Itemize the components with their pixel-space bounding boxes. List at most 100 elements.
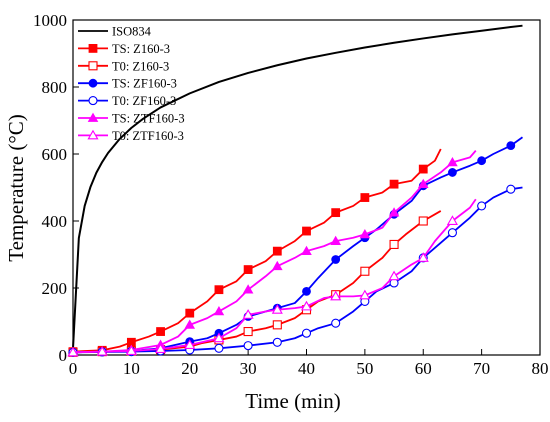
data-point	[272, 320, 282, 330]
data-point	[213, 306, 225, 316]
data-point	[417, 178, 429, 189]
series-line	[72, 136, 524, 354]
data-point	[331, 255, 341, 264]
legend-item: TS: ZTF160-3	[78, 112, 185, 126]
x-axis-title: Time (min)	[245, 389, 340, 413]
x-tick-label: 80	[532, 359, 549, 378]
legend-label: TS: ZTF160-3	[112, 112, 185, 126]
data-point	[447, 228, 457, 238]
data-point	[243, 265, 253, 274]
x-tick-label: 70	[473, 359, 490, 378]
legend-marker	[88, 44, 98, 53]
x-tick-label: 60	[415, 359, 432, 378]
data-point	[477, 156, 487, 166]
legend-label: T0: Z160-3	[112, 59, 169, 73]
data-point	[272, 260, 283, 271]
x-tick-label: 50	[356, 359, 373, 378]
data-point	[477, 201, 487, 211]
legend-item: ISO834	[78, 25, 152, 39]
series-line	[72, 148, 442, 353]
x-tick-label: 10	[123, 359, 140, 378]
data-point	[418, 216, 428, 226]
data-point	[214, 285, 224, 295]
data-point	[214, 343, 224, 353]
data-point	[506, 141, 516, 151]
data-point	[360, 193, 370, 202]
data-point	[506, 184, 516, 194]
y-axis-title: Temperature (°C)	[4, 114, 28, 261]
data-point	[448, 168, 457, 177]
data-point	[185, 308, 195, 318]
data-point	[302, 226, 311, 236]
legend-label: ISO834	[112, 25, 152, 39]
data-point	[301, 328, 312, 338]
data-point	[300, 300, 313, 311]
legend-item: T0: ZF160-3	[78, 94, 176, 108]
legend-item: TS: Z160-3	[78, 42, 170, 56]
data-point	[96, 345, 108, 356]
legend-label: TS: Z160-3	[112, 42, 170, 56]
legend-item: T0: ZTF160-3	[78, 129, 184, 143]
data-point	[271, 304, 283, 314]
series-line	[72, 24, 523, 349]
legend-marker	[88, 61, 98, 71]
data-point	[417, 252, 429, 262]
data-point	[184, 319, 196, 329]
legend-label: T0: ZTF160-3	[112, 129, 184, 143]
data-point	[359, 228, 371, 239]
data-point	[389, 179, 399, 189]
series-group	[67, 24, 524, 357]
data-point	[388, 207, 400, 217]
data-point	[242, 284, 254, 294]
data-point	[125, 345, 137, 355]
x-tick-label: 30	[240, 359, 257, 378]
series-line	[72, 198, 477, 354]
data-point	[331, 208, 341, 218]
legend-marker	[87, 129, 99, 140]
data-point	[389, 239, 399, 249]
data-point	[418, 164, 428, 174]
data-point	[447, 156, 458, 167]
data-point	[155, 343, 167, 353]
legend-item: TS: ZF160-3	[78, 77, 177, 91]
y-tick-label: 0	[59, 346, 68, 365]
data-point	[388, 270, 400, 281]
data-point	[302, 286, 311, 296]
series-line	[72, 186, 523, 354]
legend-marker	[88, 78, 98, 88]
legend-marker	[88, 96, 98, 106]
x-tick-label: 0	[69, 359, 78, 378]
data-point	[243, 341, 253, 351]
legend-label: TS: ZF160-3	[112, 77, 177, 91]
data-point	[67, 346, 79, 357]
data-point	[331, 318, 341, 328]
series-4	[68, 184, 523, 357]
data-point	[243, 326, 253, 337]
data-point	[184, 339, 196, 349]
data-point	[330, 235, 341, 245]
data-point	[272, 246, 282, 256]
series-1	[68, 148, 442, 357]
data-point	[301, 245, 312, 256]
data-point	[242, 309, 254, 319]
y-tick-label: 400	[42, 212, 68, 231]
data-point	[156, 327, 165, 336]
series-0	[72, 24, 523, 349]
y-tick-label: 600	[42, 145, 68, 164]
x-tick-label: 20	[181, 359, 198, 378]
data-point	[213, 332, 225, 343]
legend-marker	[87, 112, 99, 122]
y-tick-label: 1000	[33, 11, 67, 30]
y-tick-label: 800	[42, 78, 68, 97]
data-point	[446, 215, 458, 225]
legend: ISO834 TS: Z160-3 T0: Z160-3 TS: ZF160-3 T0:…	[78, 25, 185, 143]
y-tick-label: 200	[42, 279, 68, 298]
series-6	[67, 198, 477, 357]
legend-label: T0: ZF160-3	[112, 94, 176, 108]
data-point	[359, 289, 371, 300]
x-tick-label: 40	[298, 359, 315, 378]
series-3	[68, 136, 524, 357]
data-point	[272, 337, 282, 347]
series-5	[67, 150, 477, 357]
